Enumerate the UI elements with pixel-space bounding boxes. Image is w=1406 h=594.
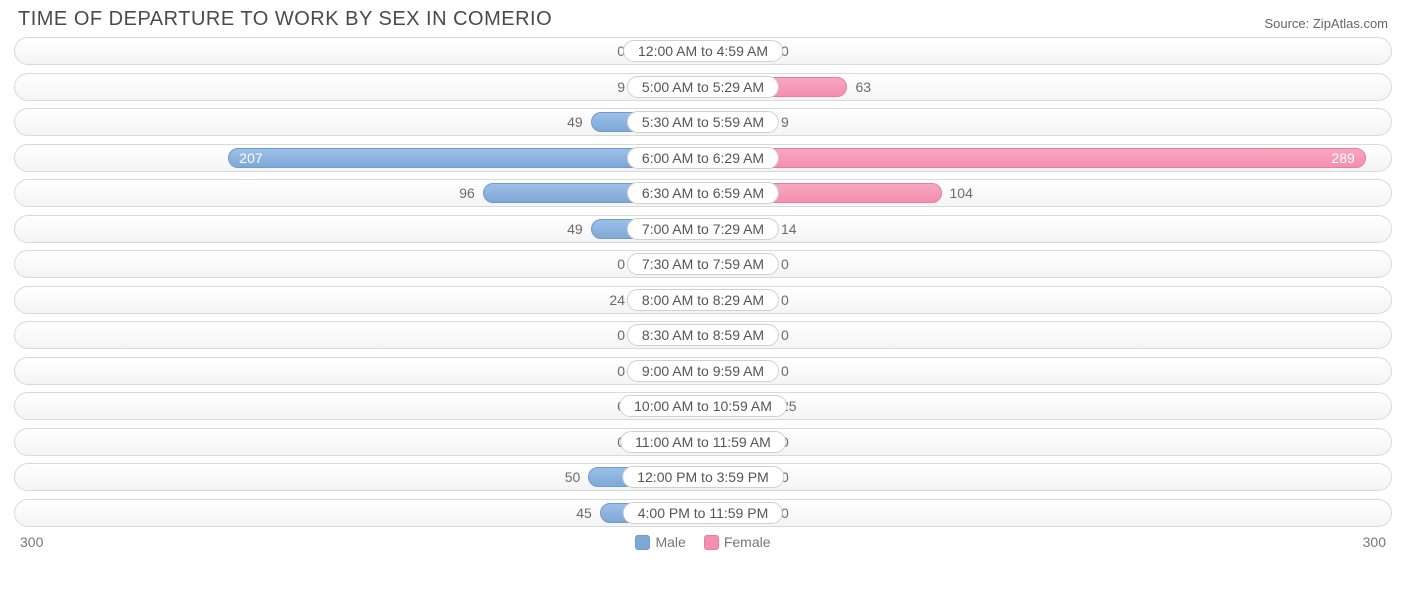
male-value: 0 [617,358,625,384]
male-value: 24 [609,287,625,313]
chart-row: 0 07:30 AM to 7:59 AM [14,250,1392,278]
category-label: 8:30 AM to 8:59 AM [627,324,779,346]
female-value: 63 [855,74,871,100]
chart-row: 0012:00 AM to 4:59 AM [14,37,1392,65]
chart-row: 49 95:30 AM to 5:59 AM [14,108,1392,136]
chart-row: 0 09:00 AM to 9:59 AM [14,357,1392,385]
chart-title: TIME OF DEPARTURE TO WORK BY SEX IN COME… [18,8,552,31]
female-value: 0 [781,287,789,313]
male-swatch-icon [635,535,650,550]
chart-source: Source: ZipAtlas.com [1264,16,1388,31]
category-label: 7:00 AM to 7:29 AM [627,218,779,240]
chart-row: 0 08:30 AM to 8:59 AM [14,321,1392,349]
female-value: 104 [950,180,973,206]
chart-row: 02510:00 AM to 10:59 AM [14,392,1392,420]
chart-row: 96 104 6:30 AM to 6:59 AM [14,179,1392,207]
chart-row: 0011:00 AM to 11:59 AM [14,428,1392,456]
chart-row: 50012:00 PM to 3:59 PM [14,463,1392,491]
male-value: 207 [229,149,272,167]
female-value: 14 [781,216,797,242]
female-value: 0 [781,358,789,384]
chart-row: 49 147:00 AM to 7:29 AM [14,215,1392,243]
chart-row: 9 63 5:00 AM to 5:29 AM [14,73,1392,101]
category-label: 10:00 AM to 10:59 AM [619,395,787,417]
male-value: 50 [565,464,581,490]
female-value: 9 [781,109,789,135]
category-label: 6:30 AM to 6:59 AM [627,182,779,204]
legend-male: Male [635,534,685,550]
male-value: 0 [617,251,625,277]
male-value: 49 [567,109,583,135]
category-label: 6:00 AM to 6:29 AM [627,147,779,169]
male-value: 0 [617,322,625,348]
male-value: 96 [459,180,475,206]
male-value: 49 [567,216,583,242]
category-label: 9:00 AM to 9:59 AM [627,360,779,382]
category-label: 12:00 AM to 4:59 AM [623,40,783,62]
category-label: 8:00 AM to 8:29 AM [627,289,779,311]
legend-male-label: Male [655,534,685,550]
chart-row: 4504:00 PM to 11:59 PM [14,499,1392,527]
legend-female-label: Female [724,534,771,550]
male-value: 9 [617,74,625,100]
category-label: 4:00 PM to 11:59 PM [623,502,783,524]
chart-area: 0012:00 AM to 4:59 AM9635:00 AM to 5:29 … [14,37,1392,527]
female-swatch-icon [704,535,719,550]
female-value: 0 [781,322,789,348]
category-label: 11:00 AM to 11:59 AM [620,431,786,453]
axis-left-max: 300 [20,534,43,550]
chart-row: 207 289 6:00 AM to 6:29 AM [14,144,1392,172]
category-label: 5:00 AM to 5:29 AM [627,76,779,98]
female-bar: 289 [703,148,1366,168]
female-value: 0 [781,251,789,277]
category-label: 5:30 AM to 5:59 AM [627,111,779,133]
category-label: 7:30 AM to 7:59 AM [627,253,779,275]
legend-female: Female [704,534,771,550]
legend: Male Female [635,534,770,550]
female-value: 289 [1321,149,1364,167]
category-label: 12:00 PM to 3:59 PM [622,466,784,488]
chart-row: 24 08:00 AM to 8:29 AM [14,286,1392,314]
axis-right-max: 300 [1363,534,1386,550]
male-value: 45 [576,500,592,526]
